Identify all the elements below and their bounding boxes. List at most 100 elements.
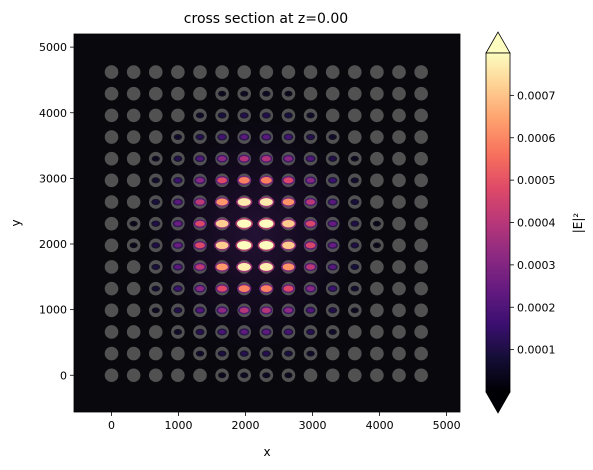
field-hotspot [307,330,314,334]
field-hotspot [330,330,336,334]
field-hotspot [218,156,227,162]
pillar [325,65,340,79]
pillar [104,346,119,361]
field-hotspot [153,178,159,182]
pillar [126,346,141,361]
field-hotspot [174,243,182,248]
field-hotspot [306,177,315,183]
field-hotspot [215,219,229,228]
field-hotspot [285,351,292,356]
field-hotspot [218,307,227,313]
pillar [126,260,141,274]
pillar [193,65,207,79]
pillar [414,303,428,318]
field-hotspot [329,286,336,291]
pillar [126,173,141,188]
field-hotspot [237,219,252,228]
field-hotspot [239,156,249,162]
field-hotspot [352,265,358,269]
field-hotspot [237,241,252,250]
x-tick-label: 2000 [232,419,260,432]
pillar [392,151,406,166]
field-hotspot [239,307,249,313]
pillar [104,303,119,318]
field-hotspot [131,243,137,247]
x-axis: 0 1000 2000 3000 4000 5000 [108,412,461,432]
field-hotspot [305,242,316,249]
field-hotspot [153,157,159,161]
pillar [171,65,185,79]
pillar [104,195,119,209]
pillar [126,325,141,339]
field-hotspot [237,198,251,206]
pillar [347,130,362,144]
field-hotspot [153,265,159,269]
pillar [193,368,207,383]
field-hotspot [197,113,203,117]
pillar [414,281,428,296]
field-hotspot [329,178,336,183]
field-hotspot [263,351,270,356]
pillar [126,281,141,296]
pillar [392,238,406,253]
y-tick-label: 2000 [39,238,67,251]
field-hotspot [217,177,227,184]
pillar [414,346,428,361]
pillar [303,65,318,79]
x-axis-label: x [263,445,270,459]
pillar [370,151,384,166]
pillar [148,65,163,79]
pillar [325,108,340,123]
field-hotspot [219,351,225,356]
colorbar-tick-label: 0.0002 [517,301,556,314]
pillar [193,86,207,101]
pillar [126,303,141,318]
pillar [148,346,163,361]
field-hotspot [152,221,159,226]
field-hotspot [308,113,314,117]
pillar [370,108,384,123]
field-hotspot [174,199,182,205]
field-hotspot [284,307,293,313]
field-hotspot [330,135,336,139]
pillar [126,65,141,79]
pillar [392,368,406,383]
field-hotspot [240,329,248,335]
pillar [148,108,163,123]
field-hotspot [306,264,316,270]
pillar [414,108,428,123]
field-hotspot [174,178,182,183]
field-hotspot [260,177,272,184]
colorbar-tick-label: 0.0004 [517,217,556,230]
pillar [414,216,428,231]
field-hotspot [153,286,159,291]
pillar [392,303,406,318]
pillar [237,65,252,79]
pillar [414,195,428,209]
pillar [171,86,185,101]
field-hotspot [259,198,273,206]
pillar [414,238,428,253]
field-hotspot [175,156,181,161]
field-hotspot [240,134,248,140]
pillar [347,108,362,123]
pillar [215,65,229,79]
field-hotspot [329,221,337,226]
field-hotspot [174,264,182,270]
pillar [126,368,141,383]
field-hotspot [286,373,291,377]
field-hotspot [219,92,225,96]
x-tick-label: 0 [108,419,115,432]
field-hotspot [238,285,250,292]
y-axis-label: y [9,219,23,226]
pillar [325,368,340,383]
pillar [171,368,185,383]
pillar [392,130,406,144]
pillar [126,86,141,101]
field-hotspot [153,308,159,312]
field-hotspot [283,177,294,184]
pillar [104,325,119,339]
field-hotspot [196,177,204,183]
pillar [414,325,428,339]
